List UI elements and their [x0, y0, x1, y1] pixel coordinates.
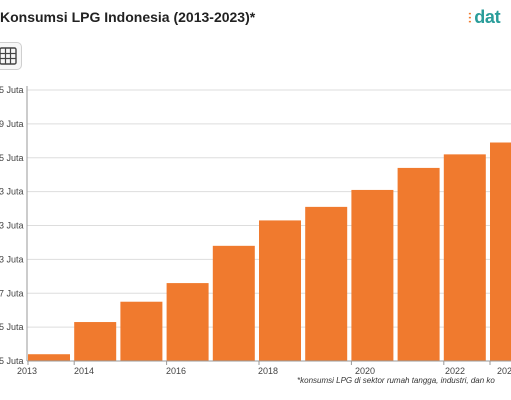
x-tick-label: 2022 [445, 366, 465, 376]
y-tick-label: 5 Juta [0, 322, 24, 332]
x-tick-label: 2013 [17, 366, 37, 376]
x-tick-label: 2020 [355, 366, 375, 376]
bar-2013 [28, 354, 70, 361]
bar-2023 [490, 142, 511, 361]
bar-2021 [397, 167, 440, 361]
x-tick-label: 2014 [74, 366, 94, 376]
logo-text: dat [474, 7, 501, 27]
chart-title: Konsumsi LPG Indonesia (2013-2023)* [0, 9, 256, 25]
bar-2019 [305, 206, 348, 361]
y-tick-label: 5 Juta [0, 356, 24, 366]
x-tick-label: 202 [497, 366, 511, 376]
chart-footnote: *konsumsi LPG di sektor rumah tangga, in… [297, 376, 495, 385]
logo-bars-icon: ⫶ [468, 10, 472, 26]
bar-2015 [120, 301, 163, 361]
y-tick-label: 7 Juta [0, 288, 24, 298]
bar-2017 [212, 245, 255, 361]
y-tick-label: 3 Juta [0, 221, 24, 231]
brand-logo: ⫶ dat [468, 7, 501, 28]
x-tick-label: 2016 [166, 366, 186, 376]
bar-2014 [74, 322, 117, 361]
y-tick-label: 5 Juta [0, 85, 24, 95]
bar-2018 [259, 220, 301, 361]
bar-2016 [166, 283, 209, 361]
table-view-button[interactable] [0, 42, 22, 70]
y-tick-label: 3 Juta [0, 187, 24, 197]
bar-2020 [351, 189, 394, 361]
table-grid-icon [0, 47, 17, 65]
bar-2022 [443, 154, 486, 361]
y-tick-label: 3 Juta [0, 254, 24, 264]
x-tick-label: 2018 [258, 366, 278, 376]
y-tick-label: 5 Juta [0, 153, 24, 163]
y-tick-label: 9 Juta [0, 119, 24, 129]
